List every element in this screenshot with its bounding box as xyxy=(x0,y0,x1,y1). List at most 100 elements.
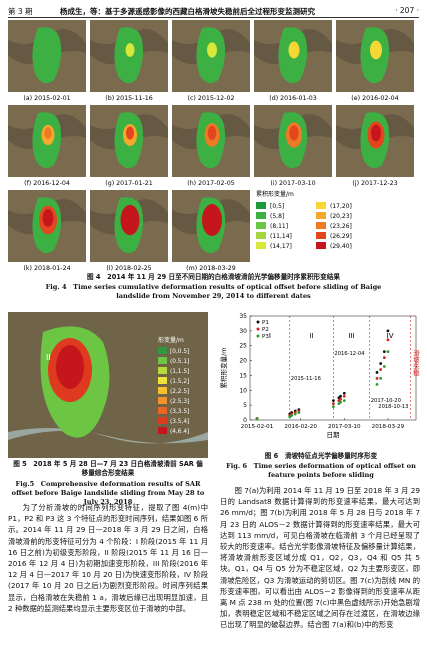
y-tick-label: 25 xyxy=(239,343,247,350)
fig6-caption-en: Fig. 6 Time series deformation of optica… xyxy=(226,462,416,479)
legend-label: (3.5,4] xyxy=(170,419,189,425)
legend-label: (20,23] xyxy=(330,213,352,220)
fig4-caption-en: Fig. 4 Time series cumulative deformatio… xyxy=(45,283,382,300)
legend-swatch xyxy=(158,407,167,414)
issue: 第 3 期 xyxy=(8,7,33,16)
x-axis-label: 日期 xyxy=(327,431,341,439)
x-tick-label: 2017-03-10 xyxy=(328,424,361,430)
panel-label: (a) 2015-02-01 xyxy=(23,95,70,102)
data-point xyxy=(293,412,297,416)
data-point xyxy=(386,338,390,342)
legend-swatch xyxy=(256,232,266,239)
data-point xyxy=(375,377,379,380)
deformation-core xyxy=(370,40,382,60)
panel-label: (i) 2017-03-10 xyxy=(270,180,315,187)
data-point xyxy=(379,362,383,365)
legend-swatch xyxy=(316,202,326,209)
legend-marker xyxy=(256,327,260,331)
data-point xyxy=(342,399,346,403)
data-point xyxy=(331,399,335,403)
legend-swatch xyxy=(158,357,167,364)
legend-label: [0,5] xyxy=(270,203,284,210)
y-tick-label: 30 xyxy=(239,328,247,335)
legend-swatch xyxy=(256,202,266,209)
y-tick-label: 0 xyxy=(243,417,247,424)
data-point xyxy=(375,382,379,386)
landslide-area xyxy=(32,27,62,84)
fig5-caption-en: Fig.5 Comprehensive deformation results … xyxy=(11,480,205,506)
data-point xyxy=(382,356,386,359)
legend-label: (17,20] xyxy=(330,203,352,210)
legend-label: (8,11] xyxy=(270,223,288,230)
y-tick-label: 10 xyxy=(239,387,247,394)
fig4-caption-cn: 图 4 2014 年 11 月 29 日至不同日期的白格滑坡滑前光学偏移量时序累… xyxy=(87,273,340,281)
deformation-peak xyxy=(371,124,381,142)
stage-label: IV xyxy=(387,332,394,340)
panel-label: (j) 2017-12-23 xyxy=(352,180,397,187)
deformation-core xyxy=(125,43,135,57)
stage-label: I xyxy=(269,332,271,340)
legend-label: (0.5,1] xyxy=(170,359,189,365)
legend-swatch xyxy=(158,347,167,354)
panel-label: (g) 2017-01-21 xyxy=(105,180,153,187)
data-point xyxy=(342,394,346,398)
legend-swatch xyxy=(158,397,167,404)
y-tick-label: 35 xyxy=(239,313,247,320)
data-point xyxy=(379,377,383,380)
y-axis-label: 累积形变量/m xyxy=(219,347,228,388)
panel-label: (k) 2018-01-24 xyxy=(23,265,70,272)
legend-label: (3,3.5] xyxy=(170,409,189,415)
panel-label: (m) 2018-03-29 xyxy=(186,265,236,272)
panel-label: (l) 2018-02-25 xyxy=(106,265,151,272)
river xyxy=(8,428,208,444)
x-tick-label: 2016-02-20 xyxy=(284,424,317,430)
legend-label: (29,40] xyxy=(330,243,352,250)
panel-label: (d) 2016-01-03 xyxy=(269,95,317,102)
x-tick-label: 2018-03-29 xyxy=(372,424,405,430)
y-tick-label: 20 xyxy=(239,358,247,365)
legend-swatch xyxy=(158,377,167,384)
legend-label: (23,26] xyxy=(330,223,352,230)
data-point xyxy=(290,414,293,417)
legend-swatch xyxy=(158,367,167,374)
body-left: 为了分析滑坡的时间序列形变特征，提取了图 4(m)中 P1，P2 和 P3 这 … xyxy=(8,503,208,613)
data-point xyxy=(339,397,342,401)
x-tick-label: 2015-02-01 xyxy=(241,424,274,430)
panel-label: (h) 2017-02-05 xyxy=(187,180,235,187)
plot-frame xyxy=(249,315,417,421)
legend-label: [0,0.5] xyxy=(170,349,189,355)
boundary-label: 2015-11-16 xyxy=(291,376,321,382)
deformation-peak xyxy=(56,345,84,389)
data-point xyxy=(339,400,342,404)
figure-5: II 形变量/m [0,0.5] (0.5,1] (1,1.5] (1.5,2] (2,2.… xyxy=(8,312,208,458)
legend-label: (1,1.5] xyxy=(170,369,189,375)
fig6-caption-cn: 图 6 滑坡特征点光学偏移量时序形变 xyxy=(264,452,378,460)
data-point xyxy=(386,350,390,354)
deformation-peak xyxy=(42,209,54,227)
legend-swatch xyxy=(316,232,326,239)
legend-label: (2.5,3] xyxy=(170,399,189,405)
panel-label: (f) 2016-12-04 xyxy=(24,180,70,187)
panel-label: (c) 2015-12-02 xyxy=(188,95,235,102)
legend-marker xyxy=(256,334,260,338)
y-tick-label: 15 xyxy=(239,372,247,379)
data-point xyxy=(331,405,335,409)
deformation-peak xyxy=(126,126,134,140)
deformation-core xyxy=(207,42,217,58)
legend-label: (4,6.4] xyxy=(170,429,189,435)
legend-label: P1 xyxy=(262,320,269,326)
legend-swatch xyxy=(158,427,167,434)
legend-label: (26,29] xyxy=(330,233,352,240)
header-rule xyxy=(8,17,419,18)
legend-swatch xyxy=(158,387,167,394)
fig5-caption-cn: 图 5 2018 年 5 月 28 日—7 月 23 日白格滑坡滑前 SAR 偏… xyxy=(13,460,203,477)
deformation-peak xyxy=(44,127,52,139)
legend-swatch xyxy=(256,242,266,249)
deformation-peak xyxy=(289,125,299,141)
data-point xyxy=(375,371,379,374)
data-point xyxy=(342,391,346,395)
running-title: 杨成生，等：基于多源遥感影像的西藏白格滑坡失稳前后全过程形变监测研究 xyxy=(60,7,315,16)
page-number: · 207 · xyxy=(395,6,419,15)
legend-label: (5,8] xyxy=(270,213,284,220)
